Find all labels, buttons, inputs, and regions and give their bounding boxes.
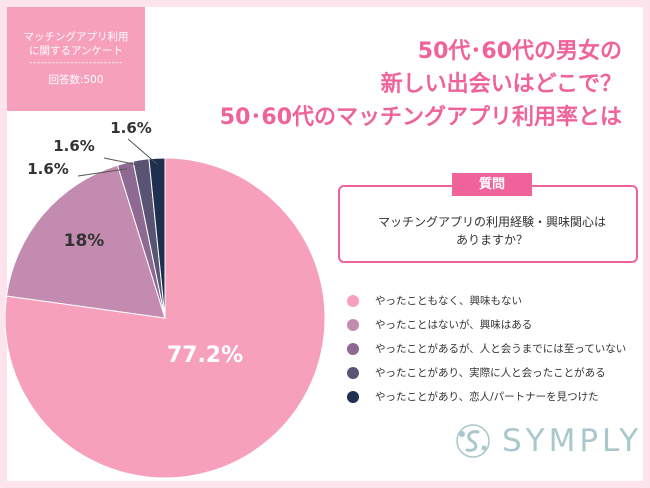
legend-swatch-2 <box>347 318 359 331</box>
leader-lines <box>77 138 158 177</box>
question-text-line2: ありますか？ <box>455 233 528 247</box>
legend-swatch-1 <box>347 294 359 307</box>
leader-line-4 <box>103 157 142 167</box>
survey-badge: マッチングアプリ利用 に関するアンケート -------------------… <box>7 7 145 111</box>
legend-item-4: やったことがあり、実際に人と会ったことがある <box>347 365 606 380</box>
pie-slices <box>4 157 326 479</box>
legend-swatch-3 <box>347 342 359 355</box>
respondent-count: 回答数:500 <box>48 74 104 86</box>
legend-swatch-4 <box>347 366 359 379</box>
legend-label-4: やったことがあり、実際に人と会ったことがある <box>375 367 606 379</box>
title-line2: 新しい出会いはどこで？ <box>380 72 622 97</box>
badge-line2: に関するアンケート <box>28 45 124 57</box>
value-label-3: 1.6% <box>27 160 69 178</box>
logo-text: SYMPLY <box>502 423 643 459</box>
value-label-2: 18% <box>64 231 105 251</box>
legend-item-5: やったことがあり、恋人/パートナーを見つけた <box>347 389 599 404</box>
title-line1: 50代･60代の男女の <box>417 39 622 64</box>
question-text-line1: マッチングアプリの利用経験・興味関心は <box>377 215 606 229</box>
value-label-5: 1.6% <box>110 119 152 137</box>
value-labels: 77.2% 18% 1.6% 1.6% 1.6% <box>27 119 243 368</box>
symply-flower-icon <box>456 424 490 458</box>
symply-logo: SYMPLY <box>452 420 642 462</box>
pie-slice-5 <box>148 157 166 319</box>
legend-item-3: やったことがあるが、人と会うまでには至っていない <box>347 341 626 356</box>
legend-item-1: やったこともなく、興味もない <box>347 293 522 308</box>
legend-label-2: やったことはないが、興味はある <box>375 319 533 331</box>
leader-line-5 <box>127 138 158 165</box>
badge-divider: ------------------------- <box>29 58 123 68</box>
value-label-1: 77.2% <box>167 343 243 368</box>
legend-swatch-5 <box>347 390 359 403</box>
question-text: マッチングアプリの利用経験・興味関心は ありますか？ <box>352 213 632 249</box>
legend-label-5: やったことがあり、恋人/パートナーを見つけた <box>375 391 599 403</box>
question-label: 質問 <box>452 173 532 196</box>
legend-label-3: やったことがあるが、人と会うまでには至っていない <box>375 343 627 355</box>
badge-line1: マッチングアプリ利用 <box>23 31 129 43</box>
leader-line-3 <box>77 168 127 177</box>
value-label-4: 1.6% <box>53 137 95 155</box>
title-line3: 50･60代のマッチングアプリ利用率とは <box>219 105 622 130</box>
pie-slice-2 <box>5 164 166 319</box>
legend-label-1: やったこともなく、興味もない <box>375 295 522 307</box>
legend-item-2: やったことはないが、興味はある <box>347 317 532 332</box>
